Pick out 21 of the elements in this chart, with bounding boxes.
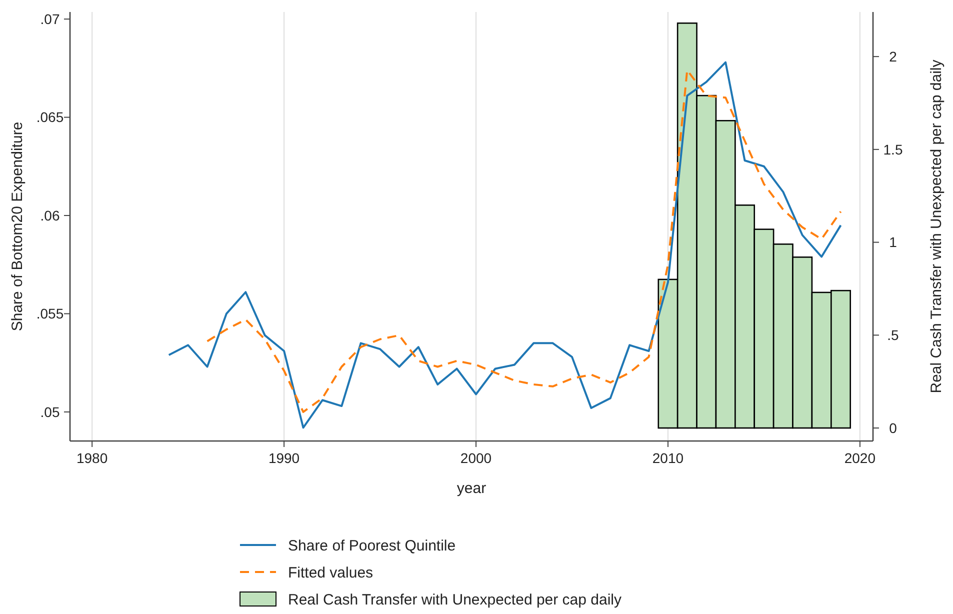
x-axis-title: year [456,480,486,497]
x-tick-label: 1980 [76,450,108,466]
y-tick-label: .06 [40,207,60,224]
x-tick-label: 2000 [460,450,492,466]
y-tick-label: .07 [40,10,60,27]
y-axis-title: Share of Bottom20 Expenditure [9,122,26,332]
y2-axis-title: Real Cash Transfer with Unexpected per cap daily [928,59,945,394]
x-tick-label: 2010 [652,450,684,466]
y-tick-label: .05 [40,404,60,420]
y-tick-label: .065 [36,109,64,126]
y2-tick-label: 1.5 [883,141,903,158]
legend-label: Fitted values [288,564,374,582]
x-tick-label: 2020 [844,450,876,466]
y2-tick-label: 1 [889,234,898,250]
y2-tick-label: .5 [887,327,900,344]
legend-label: Share of Poorest Quintile [288,537,456,554]
y2-tick-label: 0 [889,420,898,436]
x-tick-label: 1990 [268,450,300,466]
y-tick-label: .055 [36,306,64,322]
legend-label: Real Cash Transfer with Unexpected per cap daily [288,591,622,608]
y2-tick-label: 2 [889,48,898,64]
